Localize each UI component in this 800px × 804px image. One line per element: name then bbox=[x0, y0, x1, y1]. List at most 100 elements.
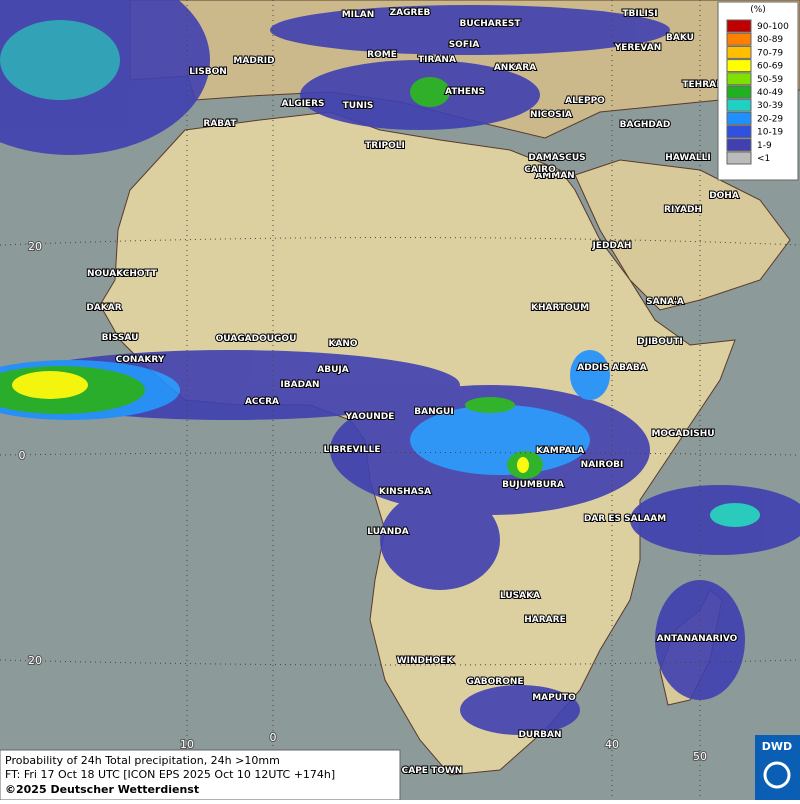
city-label: ZAGREB bbox=[390, 8, 431, 18]
legend-label: <1 bbox=[757, 154, 770, 164]
lon-label: 50 bbox=[693, 750, 707, 763]
footer-line: FT: Fri 17 Oct 18 UTC [ICON EPS 2025 Oct… bbox=[5, 768, 335, 781]
city-label: DAR ES SALAAM bbox=[584, 514, 666, 524]
precipitation bbox=[0, 0, 800, 735]
legend-label: 30-39 bbox=[757, 101, 783, 111]
city-label: ACCRA bbox=[245, 397, 279, 407]
legend-swatch bbox=[726, 151, 752, 165]
city-label: DJIBOUTI bbox=[637, 337, 682, 347]
legend-swatch bbox=[726, 72, 752, 86]
city-label: TEHRAN bbox=[682, 80, 723, 90]
grid-labels: 20 0 20 10 0 40 50 bbox=[18, 239, 709, 764]
city-label: BAKU bbox=[666, 33, 694, 43]
city-label: RABAT bbox=[203, 119, 237, 129]
city-label: CAPE TOWN bbox=[402, 766, 463, 776]
city-label: DOHA bbox=[709, 191, 739, 201]
city-label: CAIRO bbox=[524, 165, 556, 175]
legend-swatch bbox=[726, 98, 752, 112]
city-label: ABUJA bbox=[317, 365, 348, 375]
legend-swatch bbox=[726, 111, 752, 125]
logo-text: DWD bbox=[762, 740, 792, 753]
city-label: BUCHAREST bbox=[460, 19, 522, 29]
legend-title: (%) bbox=[750, 5, 766, 15]
city-label: ADDIS ABABA bbox=[577, 363, 647, 373]
legend: (%) 90-100 80-89 70-79 60-69 50-59 40-49 30-39… bbox=[717, 1, 799, 181]
city-labels: MILAN ZAGREB BUCHAREST TBILISI BAKU YEREVAN RO… bbox=[85, 7, 739, 777]
arabia bbox=[574, 159, 791, 311]
city-label: AMMAN bbox=[535, 171, 574, 181]
city-label: GABORONE bbox=[466, 677, 523, 687]
city-label: TBILISI bbox=[622, 9, 657, 19]
city-label: HAWALLI bbox=[665, 153, 710, 163]
city-label: ATHENS bbox=[445, 87, 485, 97]
city-label: JEDDAH bbox=[592, 241, 632, 251]
city-label: BANGUI bbox=[414, 407, 453, 417]
city-label: TUNIS bbox=[343, 101, 374, 111]
city-label: BISSAU bbox=[102, 333, 139, 343]
city-label: KHARTOUM bbox=[531, 303, 589, 313]
city-label: LUANDA bbox=[367, 527, 408, 537]
lat-label: 20 bbox=[28, 654, 42, 667]
legend-label: 70-79 bbox=[757, 48, 783, 58]
copyright: ©2025 Deutscher Wetterdienst bbox=[5, 783, 199, 796]
city-label: ANKARA bbox=[494, 63, 536, 73]
legend-swatch bbox=[726, 19, 752, 33]
city-label: CONAKRY bbox=[116, 355, 165, 365]
city-label: IBADAN bbox=[280, 380, 319, 390]
city-label: MADRID bbox=[233, 56, 274, 66]
lat-label: 0 bbox=[19, 449, 26, 462]
city-label: LISBON bbox=[189, 67, 227, 77]
lon-label: 10 bbox=[180, 738, 194, 751]
legend-label: 1-9 bbox=[757, 141, 772, 151]
city-label: ANTANANARIVO bbox=[657, 634, 738, 644]
city-label: BUJUMBURA bbox=[502, 480, 564, 490]
legend-swatch bbox=[726, 85, 752, 99]
city-label: NOUAKCHOTT bbox=[87, 269, 158, 279]
city-label: HARARE bbox=[524, 615, 565, 625]
city-label: BAGHDAD bbox=[620, 120, 671, 130]
legend-label: 50-59 bbox=[757, 75, 783, 85]
legend-label: 90-100 bbox=[757, 22, 789, 32]
city-label: MAPUTO bbox=[532, 693, 576, 703]
city-label: TIRANA bbox=[418, 55, 456, 65]
logo bbox=[755, 735, 800, 800]
city-label: ALEPPO bbox=[565, 96, 605, 106]
lat-label: 20 bbox=[28, 240, 42, 253]
city-label: YAOUNDE bbox=[345, 412, 395, 422]
city-label: KINSHASA bbox=[379, 487, 431, 497]
city-label: MILAN bbox=[342, 10, 375, 20]
city-label: MOGADISHU bbox=[651, 429, 714, 439]
legend-swatch bbox=[726, 138, 752, 152]
city-label: OUAGADOUGOU bbox=[216, 334, 297, 344]
legend-label: 80-89 bbox=[757, 35, 783, 45]
legend-swatch bbox=[726, 32, 752, 46]
city-label: NAIROBI bbox=[581, 460, 624, 470]
city-label: KAMPALA bbox=[536, 446, 584, 456]
city-label: ALGIERS bbox=[282, 99, 325, 109]
city-label: ROME bbox=[367, 50, 397, 60]
lon-label: 40 bbox=[605, 738, 619, 751]
footer-box bbox=[0, 749, 401, 801]
city-label: LIBREVILLE bbox=[324, 445, 381, 455]
legend-swatch bbox=[726, 125, 752, 139]
city-label: DAMASCUS bbox=[528, 153, 585, 163]
legend-label: 10-19 bbox=[757, 128, 783, 138]
city-label: KANO bbox=[328, 339, 357, 349]
city-label: LUSAKA bbox=[500, 591, 540, 601]
city-label: TRIPOLI bbox=[365, 141, 405, 151]
city-label: WINDHOEK bbox=[397, 656, 455, 666]
logo-icon bbox=[763, 761, 791, 789]
city-label: DAKAR bbox=[86, 303, 121, 313]
city-label: DURBAN bbox=[518, 730, 561, 740]
legend-label: 60-69 bbox=[757, 62, 783, 72]
legend-label: 20-29 bbox=[757, 114, 783, 124]
legend-label: 40-49 bbox=[757, 88, 783, 98]
city-label: YEREVAN bbox=[614, 43, 662, 53]
city-label: SANA'A bbox=[646, 297, 684, 307]
legend-swatch bbox=[726, 45, 752, 59]
city-label: SOFIA bbox=[449, 40, 480, 50]
lon-label: 0 bbox=[270, 731, 277, 744]
city-label: NICOSIA bbox=[530, 110, 572, 120]
